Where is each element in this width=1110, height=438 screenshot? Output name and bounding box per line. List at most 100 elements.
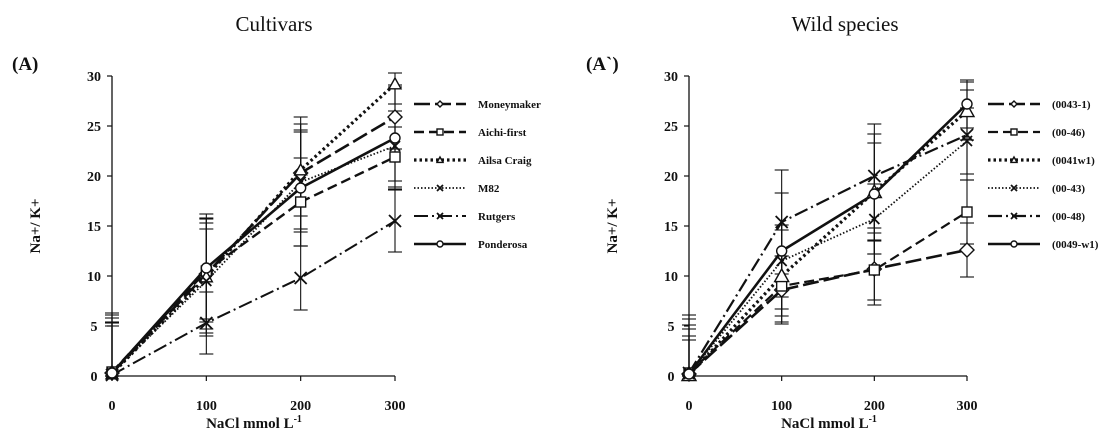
cultivars-legend-marker — [436, 184, 444, 192]
wild-data-point — [868, 188, 881, 200]
wild-y-tick-label: 15 — [664, 220, 678, 235]
wild-data-point — [960, 128, 974, 142]
wild-legend-item: (0041w1) — [988, 155, 1095, 167]
wild-legend-item: (0043-1) — [988, 99, 1091, 111]
cultivars-data-point — [199, 316, 213, 330]
wild-legend-label: (0043-1) — [1052, 99, 1091, 111]
wild-data-point-stroke-b — [775, 215, 789, 229]
wild-data-point — [961, 206, 973, 218]
cultivars-series-line-0 — [111, 115, 396, 374]
wild-legend-label: (00-46) — [1052, 127, 1085, 139]
wild-legend-label: (0041w1) — [1052, 155, 1095, 167]
cultivars-legend-marker-stroke-b — [436, 212, 444, 220]
cultivars-series-line-2 — [110, 82, 397, 376]
cultivars-legend-item: Ponderosa — [414, 239, 528, 251]
cultivars-data-point-stroke-b — [199, 316, 213, 330]
cultivars-data-point — [200, 262, 213, 274]
cultivars-series-line-3 — [111, 145, 396, 374]
wild-legend-label: (00-48) — [1052, 211, 1085, 223]
wild-y-axis-label: Na+/ K+ — [605, 198, 621, 253]
cultivars-x-tick-label: 0 — [109, 399, 116, 414]
cultivars-data-point-stroke-b — [389, 140, 401, 152]
cultivars-y-tick-label: 15 — [87, 220, 101, 235]
cultivars-data-point — [294, 271, 308, 285]
cultivars-data-point — [388, 214, 402, 228]
cultivars-y-axis-label: Na+/ K+ — [28, 198, 44, 253]
wild-data-point-stroke-b — [868, 213, 880, 225]
wild-data-point — [775, 215, 789, 229]
wild-series-line-3 — [688, 140, 968, 375]
wild-legend-marker — [1010, 212, 1018, 220]
wild-data-point — [775, 245, 788, 257]
cultivars-y-tick-label: 25 — [87, 120, 101, 135]
wild-data-point — [958, 102, 976, 118]
wild-legend-marker — [1010, 184, 1018, 192]
wild-y-tick-label: 0 — [668, 370, 675, 385]
cultivars-data-point-stroke-b — [200, 275, 212, 287]
cultivars-legend-marker-stroke-b — [436, 184, 444, 192]
cultivars-legend-item: Ailsa Craig — [414, 155, 532, 167]
cultivars-data-point-stroke-b — [294, 271, 308, 285]
wild-data-point — [776, 255, 788, 267]
wild-x-axis-label: NaCl mmol L-1 — [781, 414, 877, 432]
cultivars-y-tick-label: 0 — [91, 370, 98, 385]
wild-legend-item: (00-48) — [988, 211, 1085, 223]
wild-data-point-stroke-b — [960, 128, 974, 142]
wild-data-point — [867, 169, 881, 183]
wild-y-tick-label: 10 — [664, 270, 678, 285]
wild-data-point — [868, 213, 880, 225]
wild-legend-label: (00-43) — [1052, 183, 1085, 195]
cultivars-data-point — [387, 76, 403, 90]
cultivars-legend-label: Ailsa Craig — [478, 155, 532, 167]
cultivars-x-axis-label: NaCl mmol L-1 — [206, 414, 302, 432]
cultivars-x-tick-label: 200 — [290, 399, 311, 414]
wild-chart-title: Wild species — [791, 12, 898, 36]
wild-y-tick-label: 5 — [668, 320, 675, 335]
wild-x-tick-label: 100 — [771, 399, 792, 414]
wild-data-point — [959, 242, 975, 258]
cultivars-legend-item: Moneymaker — [414, 99, 541, 111]
cultivars-x-axis-label-exponent: -1 — [294, 414, 302, 425]
cultivars-data-point — [389, 140, 401, 152]
wild-y-tick-label: 25 — [664, 120, 678, 135]
cultivars-legend-label: Moneymaker — [478, 99, 541, 111]
cultivars-legend-marker — [436, 128, 444, 136]
cultivars-panel-label: (A) — [12, 54, 38, 75]
wild-series-line-5 — [687, 103, 968, 375]
wild-legend-marker-stroke-b — [1010, 184, 1018, 192]
wild-data-point-stroke-b — [776, 255, 788, 267]
wild-series-line-0 — [688, 248, 968, 375]
wild-data-point-stroke-b — [867, 169, 881, 183]
cultivars-y-tick-label: 30 — [87, 70, 101, 85]
cultivars-data-point-stroke-b — [388, 214, 402, 228]
cultivars-legend-label: Ponderosa — [478, 239, 528, 251]
cultivars-legend-label: M82 — [478, 183, 500, 195]
cultivars-series-line-5 — [111, 136, 396, 374]
wild-legend-marker — [1010, 240, 1018, 248]
cultivars-legend-marker — [436, 212, 444, 220]
cultivars-series-line-1 — [111, 155, 396, 373]
cultivars-data-point — [293, 162, 308, 176]
wild-legend-marker — [1010, 100, 1018, 108]
cultivars-legend-item: M82 — [414, 183, 500, 195]
cultivars-series-line-4 — [111, 220, 396, 376]
cultivars-data-point — [389, 151, 401, 163]
wild-legend-marker — [1010, 128, 1018, 136]
wild-legend-item: (00-46) — [988, 127, 1085, 139]
cultivars-y-tick-label: 10 — [87, 270, 101, 285]
cultivars-legend-marker — [436, 100, 444, 108]
cultivars-y-tick-label: 20 — [87, 170, 101, 185]
cultivars-y-tick-label: 5 — [91, 320, 98, 335]
wild-x-axis-label-exponent: -1 — [869, 414, 877, 425]
wild-legend-item: (0049-w1) — [988, 239, 1099, 251]
cultivars-data-point — [389, 132, 401, 144]
wild-x-tick-label: 200 — [864, 399, 885, 414]
wild-series-line-2 — [687, 109, 969, 377]
wild-y-tick-label: 30 — [664, 70, 678, 85]
cultivars-legend-item: Aichi-first — [414, 127, 527, 139]
wild-legend-label: (0049-w1) — [1052, 239, 1099, 251]
wild-data-point — [868, 264, 881, 276]
